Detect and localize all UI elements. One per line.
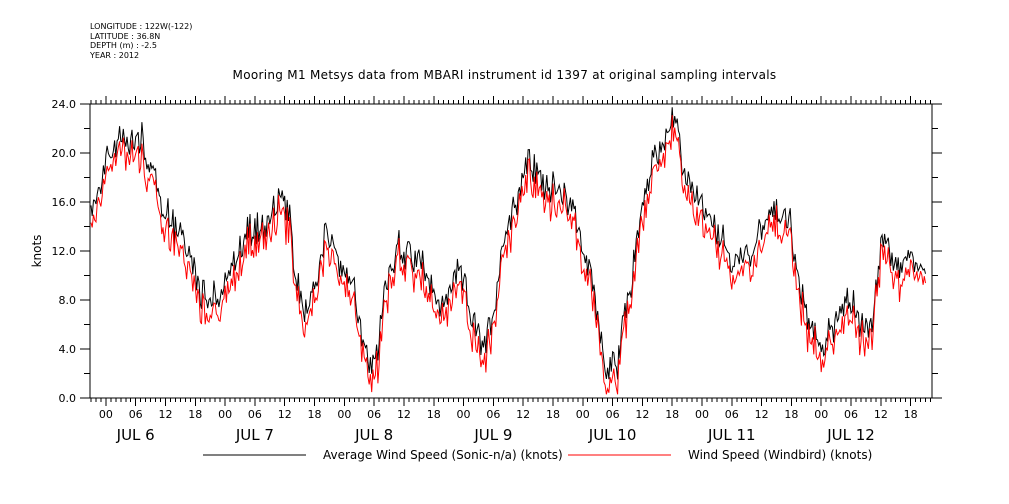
x-tick-label: 00: [337, 408, 351, 421]
x-tick-label: 12: [397, 408, 411, 421]
metadata-year: YEAR : 2012: [90, 50, 140, 60]
plot-series: [90, 107, 926, 395]
y-tick-label: 16.0: [52, 196, 77, 209]
x-tick-label: 12: [278, 408, 292, 421]
y-axis-label: knots: [30, 235, 44, 268]
x-tick-label: 12: [874, 408, 888, 421]
x-tick-label: 18: [546, 408, 560, 421]
x-tick-label: 12: [635, 408, 649, 421]
x-tick-label: 06: [129, 408, 143, 421]
day-label: JUL 12: [826, 426, 875, 444]
x-tick-label: 06: [486, 408, 500, 421]
y-tick-label: 20.0: [52, 147, 77, 160]
legend-label-sonic: Average Wind Speed (Sonic-n/a) (knots): [323, 448, 563, 462]
y-tick-label: 8.0: [59, 294, 77, 307]
day-label: JUL 9: [473, 426, 512, 444]
day-label: JUL 10: [588, 426, 637, 444]
x-tick-label: 06: [606, 408, 620, 421]
metadata-block: LONGITUDE : 122W(-122) LATITUDE : 36.8N …: [90, 22, 192, 60]
x-tick-label: 18: [904, 408, 918, 421]
y-tick-label: 4.0: [59, 343, 77, 356]
series-line-sonic: [90, 107, 926, 380]
x-tick-label: 18: [188, 408, 202, 421]
x-tick-label: 00: [814, 408, 828, 421]
x-tick-label: 18: [665, 408, 679, 421]
x-tick-label: 18: [784, 408, 798, 421]
chart-title: Mooring M1 Metsys data from MBARI instru…: [232, 68, 777, 82]
x-tick-label: 00: [695, 408, 709, 421]
x-tick-label: 12: [755, 408, 769, 421]
day-label: JUL 7: [235, 426, 274, 444]
x-tick-label: 18: [308, 408, 322, 421]
metadata-latitude: LATITUDE : 36.8N: [90, 31, 161, 41]
plot-axes: 0.0 4.0 8.0 12.0 16.0 20.0 24.0 knots 00 06 12 18 00…: [30, 96, 942, 444]
x-tick-label: 00: [457, 408, 471, 421]
x-tick-label: 06: [248, 408, 262, 421]
y-tick-label: 12.0: [52, 245, 77, 258]
legend-label-windbird: Wind Speed (Windbird) (knots): [688, 448, 872, 462]
x-tick-label: 18: [427, 408, 441, 421]
metadata-depth: DEPTH (m) : -2.5: [90, 41, 157, 50]
x-tick-label: 00: [99, 408, 113, 421]
y-tick-label: 0.0: [59, 392, 77, 405]
x-tick-label: 00: [576, 408, 590, 421]
y-tick-label: 24.0: [52, 98, 77, 111]
x-tick-label: 06: [844, 408, 858, 421]
series-line-windbird: [90, 115, 926, 395]
x-tick-label: 00: [218, 408, 232, 421]
day-label: JUL 8: [354, 426, 393, 444]
x-tick-label: 12: [516, 408, 530, 421]
metadata-longitude: LONGITUDE : 122W(-122): [90, 22, 193, 31]
x-tick-label: 12: [159, 408, 173, 421]
day-label: JUL 6: [116, 426, 155, 444]
day-label: JUL 11: [707, 426, 756, 444]
x-tick-label: 06: [725, 408, 739, 421]
x-tick-label: 06: [367, 408, 381, 421]
chart-legend: Average Wind Speed (Sonic-n/a) (knots) Wi…: [203, 448, 872, 462]
